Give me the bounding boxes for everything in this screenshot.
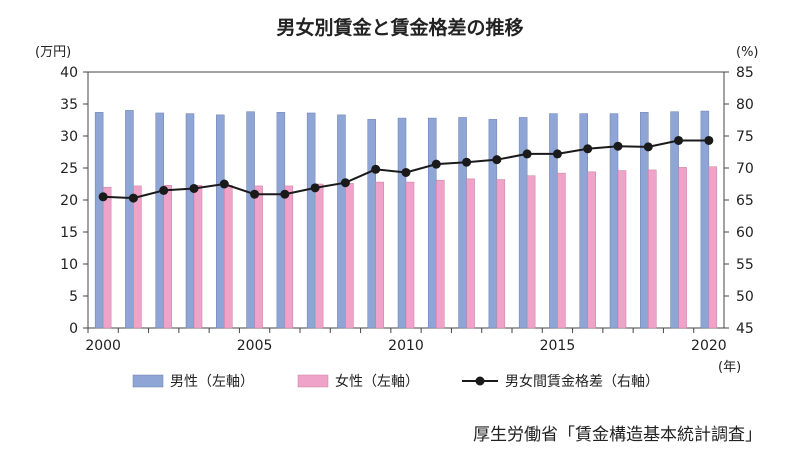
- x-axis-tick-label: 2000: [85, 338, 121, 354]
- bar-female: [224, 185, 233, 329]
- right-axis-tick-label: 85: [736, 65, 754, 81]
- legend-swatch-female: [297, 374, 329, 388]
- bar-male: [367, 119, 376, 329]
- bar-female: [375, 181, 384, 329]
- x-axis-unit: (年): [718, 360, 741, 375]
- legend-swatch-male: [132, 374, 164, 388]
- right-axis-tick-label: 75: [736, 129, 754, 145]
- chart-title: 男女別賃金と賃金格差の推移: [276, 16, 523, 39]
- bar-female: [133, 185, 142, 329]
- gap-point: [128, 193, 138, 203]
- bar-female: [405, 181, 415, 329]
- bar-female: [466, 178, 475, 329]
- bar-male: [337, 114, 346, 329]
- legend-label-gap: 男女間賃金格差（右軸）: [505, 373, 659, 390]
- gap-point: [674, 135, 684, 145]
- bar-male: [155, 112, 164, 329]
- legend-swatch-gap-point: [475, 376, 485, 386]
- right-axis-tick-label: 50: [736, 289, 754, 305]
- gap-point: [431, 159, 441, 169]
- left-axis-tick-label: 0: [69, 321, 78, 337]
- gap-point: [583, 144, 593, 154]
- bar-series: [94, 110, 718, 329]
- bar-male: [518, 117, 528, 329]
- right-axis-tick-label: 80: [736, 97, 754, 113]
- bar-female: [314, 183, 324, 329]
- gap-point: [371, 164, 381, 174]
- gap-point: [310, 183, 320, 193]
- bar-female: [345, 183, 354, 329]
- legend-label-male: 男性（左軸）: [170, 374, 254, 390]
- left-axis: 0 5 10 15 20 25 30 35 40: [60, 65, 88, 337]
- right-axis-tick-label: 60: [736, 225, 754, 241]
- bar-male: [428, 117, 437, 329]
- bar-female: [193, 185, 203, 329]
- bar-female: [708, 166, 718, 329]
- bar-female: [496, 179, 506, 329]
- x-axis-tick-label: 2010: [388, 338, 424, 354]
- left-axis-tick-label: 40: [60, 65, 78, 81]
- gap-point: [159, 185, 169, 195]
- bar-male: [458, 117, 467, 329]
- bar-female: [678, 167, 687, 329]
- gap-point: [189, 183, 199, 193]
- left-axis-tick-label: 35: [60, 97, 78, 113]
- bar-female: [163, 185, 172, 329]
- bar-male: [549, 113, 558, 329]
- bar-male: [185, 113, 195, 329]
- gap-point: [98, 192, 108, 202]
- bar-female: [648, 169, 657, 329]
- gap-point: [704, 135, 714, 145]
- x-axis-tick-label: 2015: [540, 338, 576, 354]
- bar-female: [436, 179, 445, 329]
- right-axis-tick-label: 65: [736, 193, 754, 209]
- gap-point: [643, 142, 653, 152]
- gap-point: [462, 157, 472, 167]
- bar-female: [254, 185, 263, 329]
- bar-male: [488, 119, 498, 329]
- right-axis-unit: (%): [736, 45, 759, 60]
- line-series: [98, 135, 714, 203]
- right-axis: 45 50 55 60 65 70 75 80 85: [724, 65, 754, 337]
- x-axis: 2000 2005 2010 2015 2020: [85, 328, 727, 354]
- bar-male: [125, 110, 134, 329]
- left-axis-tick-label: 30: [60, 129, 78, 145]
- gap-point: [522, 149, 532, 159]
- left-axis-tick-label: 20: [60, 193, 78, 209]
- bar-female: [102, 186, 112, 329]
- bar-female: [587, 171, 596, 329]
- gap-point: [340, 178, 350, 188]
- right-axis-tick-label: 45: [736, 321, 754, 337]
- bar-male: [94, 112, 104, 329]
- bar-male: [276, 112, 286, 329]
- left-axis-tick-label: 25: [60, 161, 78, 177]
- bar-male: [306, 112, 316, 329]
- bar-male: [216, 114, 225, 329]
- legend: 男性（左軸） 女性（左軸） 男女間賃金格差（右軸）: [132, 373, 659, 390]
- bar-male: [246, 111, 255, 329]
- right-axis-tick-label: 70: [736, 161, 754, 177]
- gap-point: [492, 155, 502, 165]
- gap-point: [280, 189, 290, 199]
- gap-point: [250, 189, 260, 199]
- left-axis-tick-label: 5: [69, 289, 78, 305]
- bar-female: [526, 175, 536, 329]
- left-axis-tick-label: 10: [60, 257, 78, 273]
- gap-point: [552, 149, 562, 159]
- bar-male: [397, 117, 407, 329]
- source-note: 厚生労働省「賃金構造基本統計調査」: [473, 425, 762, 445]
- bar-female: [284, 185, 294, 329]
- x-axis-tick-label: 2020: [691, 338, 727, 354]
- gap-point: [613, 141, 623, 151]
- x-axis-tick-label: 2005: [237, 338, 273, 354]
- right-axis-tick-label: 55: [736, 257, 754, 273]
- left-axis-unit: (万円): [35, 45, 71, 60]
- bar-female: [557, 172, 566, 329]
- legend-label-female: 女性（左軸）: [335, 373, 419, 390]
- gap-point: [401, 167, 411, 177]
- gap-point: [219, 179, 229, 189]
- left-axis-tick-label: 15: [60, 225, 78, 241]
- bar-female: [617, 170, 627, 329]
